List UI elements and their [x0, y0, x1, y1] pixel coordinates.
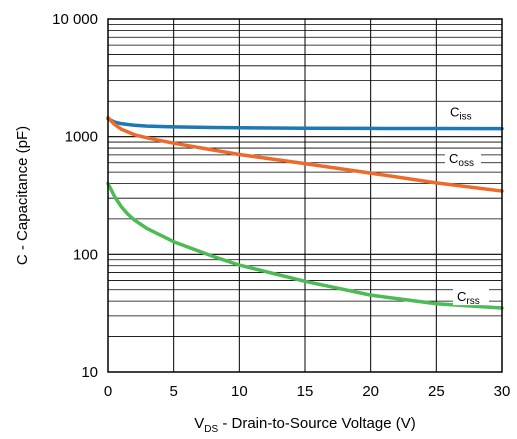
x-axis-tick-labels: 0 5 10 15 20 25 30 [104, 383, 511, 400]
curve-label-background [453, 287, 489, 306]
series-layer [106, 115, 504, 310]
x-tick-label: 5 [169, 383, 177, 400]
curve-label-coss: Coss [445, 148, 481, 169]
curve-label-background [445, 148, 481, 167]
curve-label-crss: Crss [453, 287, 489, 307]
curve-labels: Ciss Coss Crss [445, 102, 489, 307]
y-tick-label: 10 000 [52, 11, 98, 28]
x-tick-label: 20 [362, 383, 379, 400]
x-tick-label: 25 [428, 383, 445, 400]
curve-label-text: Coss [449, 151, 474, 169]
y-axis-label: C - Capacitance (pF) [14, 126, 31, 265]
x-axis-label-rest: - Drain-to-Source Voltage (V) [218, 415, 416, 432]
series-line-crss [106, 181, 504, 310]
x-tick-label: 0 [104, 383, 112, 400]
y-axis-tick-labels: 10 100 1000 10 000 [52, 11, 98, 381]
plot-frame [107, 18, 503, 373]
series-line-ciss [106, 117, 504, 131]
x-tick-label: 30 [494, 383, 511, 400]
curve-label-background [446, 102, 482, 121]
x-axis-label-sub: DS [204, 424, 218, 435]
y-tick-label: 10 [81, 364, 98, 381]
x-tick-label: 15 [297, 383, 314, 400]
curve-label-text: Ciss [450, 105, 472, 123]
grid-lines [108, 19, 502, 372]
curve-label-ciss: Ciss [446, 102, 482, 123]
x-tick-label: 10 [231, 383, 248, 400]
y-tick-label: 1000 [65, 129, 98, 146]
series-line-coss [106, 115, 504, 193]
y-tick-label: 100 [73, 246, 98, 263]
x-axis-label: VDS - Drain-to-Source Voltage (V) [194, 415, 416, 435]
x-axis-label-main: V [194, 415, 204, 432]
curve-label-text: Crss [457, 289, 480, 307]
